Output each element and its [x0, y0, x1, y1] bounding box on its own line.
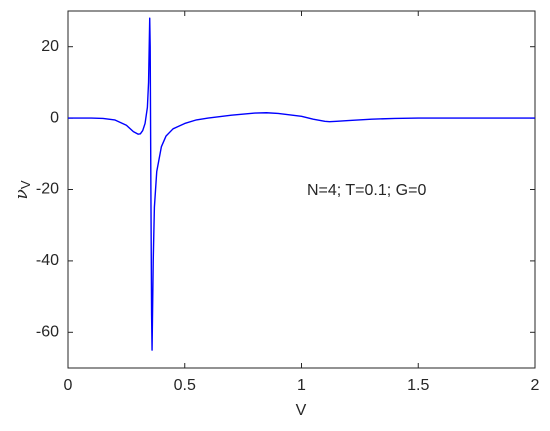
y-axis-label-subscript: V — [18, 180, 33, 189]
y-tick-label: 0 — [50, 109, 59, 126]
x-tick-label: 1.5 — [407, 377, 429, 394]
y-tick-label: -40 — [36, 252, 59, 269]
y-axis-label-symbol: ν — [12, 189, 32, 199]
x-tick-label: 1 — [297, 377, 306, 394]
x-tick-label: 0.5 — [174, 377, 196, 394]
y-tick-label: -20 — [36, 181, 59, 198]
axes-box — [67, 10, 536, 369]
annotation: N=4; T=0.1; G=0 — [307, 182, 426, 199]
y-tick-label: 20 — [41, 38, 59, 55]
x-axis-label: V — [296, 402, 307, 419]
y-axis-label: νV — [12, 180, 34, 199]
y-tick-label: -60 — [36, 324, 59, 341]
x-tick-label: 2 — [531, 377, 540, 394]
data-line — [68, 17, 535, 351]
x-tick-label: 0 — [64, 377, 73, 394]
